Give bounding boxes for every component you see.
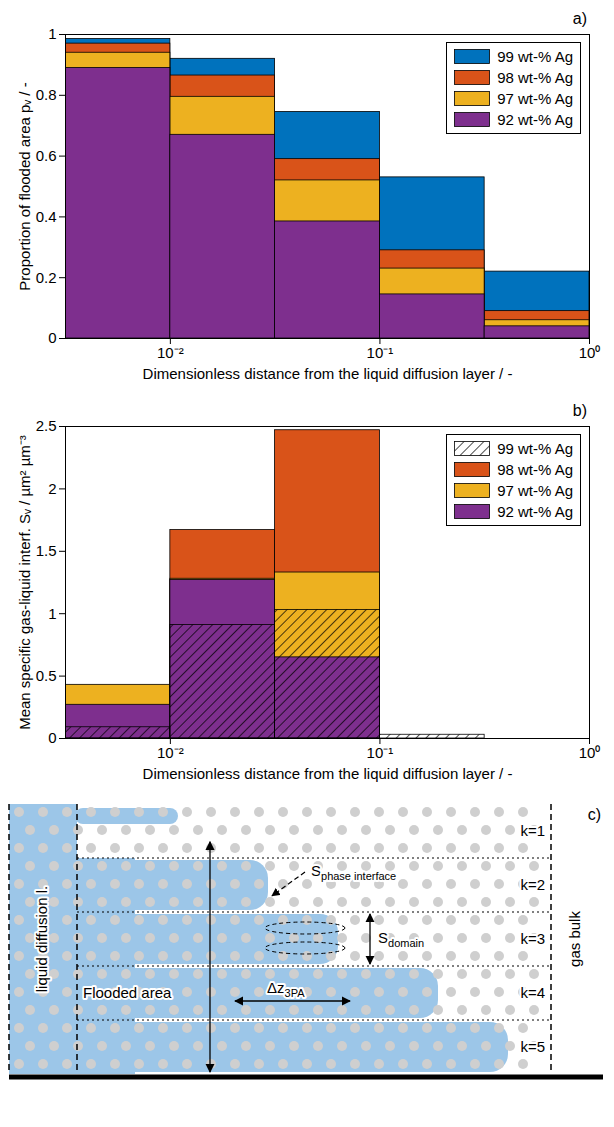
html-text:92 wt-% Ag: 92 wt-% Ag bbox=[497, 111, 573, 128]
svg-text:k=5: k=5 bbox=[520, 1038, 545, 1055]
svg-text:k=2: k=2 bbox=[520, 876, 545, 893]
html-text:98 wt-% Ag: 98 wt-% Ag bbox=[497, 69, 573, 86]
html-text:99 wt-% Ag: 99 wt-% Ag bbox=[497, 48, 573, 65]
svg-text:Dimensionless distance from th: Dimensionless distance from the liquid d… bbox=[143, 765, 513, 782]
svg-text:Sdomain: Sdomain bbox=[378, 929, 424, 949]
svg-text:1: 1 bbox=[48, 605, 56, 622]
html-text:97 wt-% Ag: 97 wt-% Ag bbox=[497, 482, 573, 499]
svg-text:2.5: 2.5 bbox=[36, 417, 57, 434]
html-text:b): b) bbox=[572, 402, 587, 419]
svg-text:10⁰: 10⁰ bbox=[579, 744, 601, 761]
html-text:98 wt-% Ag: 98 wt-% Ag bbox=[497, 461, 573, 478]
svg-text:1: 1 bbox=[48, 25, 56, 42]
svg-text:0.5: 0.5 bbox=[36, 667, 57, 684]
svg-text:Mean specific gas-liquid inter: Mean specific gas-liquid interf. Sᵥ / µm… bbox=[16, 435, 33, 730]
svg-text:2: 2 bbox=[48, 480, 56, 497]
svg-text:k=4: k=4 bbox=[520, 984, 545, 1001]
html-text:92 wt-% Ag: 92 wt-% Ag bbox=[497, 503, 573, 520]
svg-text:10⁻²: 10⁻² bbox=[157, 344, 184, 361]
svg-text:0.4: 0.4 bbox=[36, 208, 57, 225]
svg-text:Dimensionless distance from th: Dimensionless distance from the liquid d… bbox=[143, 365, 513, 382]
svg-text:10⁰: 10⁰ bbox=[579, 344, 601, 361]
html-text:97 wt-% Ag: 97 wt-% Ag bbox=[497, 90, 573, 107]
svg-text:0.8: 0.8 bbox=[36, 86, 57, 103]
svg-text:10⁻¹: 10⁻¹ bbox=[367, 744, 394, 761]
svg-text:0: 0 bbox=[48, 729, 56, 746]
svg-text:Proportion of flooded area pᵥ: Proportion of flooded area pᵥ / - bbox=[16, 82, 33, 290]
svg-text:gas bulk: gas bulk bbox=[566, 911, 583, 967]
svg-text:10⁻¹: 10⁻¹ bbox=[367, 344, 394, 361]
svg-text:0.6: 0.6 bbox=[36, 147, 57, 164]
svg-text:Flooded area: Flooded area bbox=[83, 984, 172, 1001]
svg-text:k=3: k=3 bbox=[520, 930, 545, 947]
svg-text:c): c) bbox=[588, 806, 601, 823]
svg-text:liquid diffusion l.: liquid diffusion l. bbox=[33, 886, 50, 992]
html-text:99 wt-% Ag: 99 wt-% Ag bbox=[497, 440, 573, 457]
svg-text:1.5: 1.5 bbox=[36, 542, 57, 559]
html-text:a): a) bbox=[572, 10, 587, 27]
svg-text:Sphase interface: Sphase interface bbox=[311, 862, 396, 882]
svg-text:0: 0 bbox=[48, 329, 56, 346]
svg-text:0.2: 0.2 bbox=[36, 269, 57, 286]
svg-text:10⁻²: 10⁻² bbox=[157, 744, 184, 761]
svg-text:Δz3PA: Δz3PA bbox=[267, 979, 305, 999]
svg-text:k=1: k=1 bbox=[520, 822, 545, 839]
